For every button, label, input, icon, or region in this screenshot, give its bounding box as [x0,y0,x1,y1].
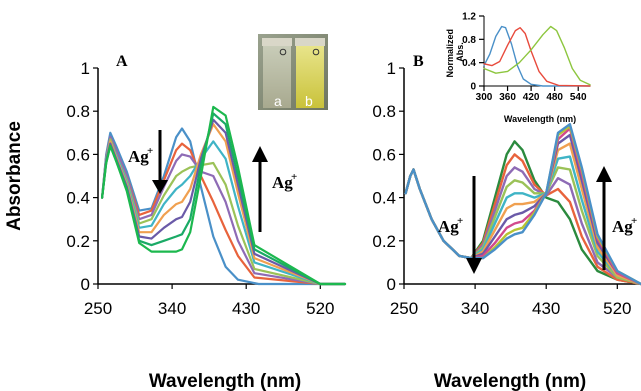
panelB-y-tick-label: 0.2 [372,232,396,251]
panelA-y-tick-label: 0.6 [66,145,90,164]
panel-a-down-arrow-head [152,180,168,194]
cuvette-a-mark-icon [279,48,287,56]
panelB-x-tick-label: 340 [461,299,489,318]
inset-y-tick-label: 0.4 [462,58,476,69]
panel-a-up-arrow-label: Ag [272,173,293,192]
inset-y-axis-title-line2: Abs. [455,42,465,62]
panelB-x-tick-label: 520 [603,299,631,318]
panel-a-up-arrow-annotation: Ag + [252,146,297,232]
panelA-series-line-3 [101,136,347,286]
panel-b-down-arrow-head [466,258,482,274]
cuvette-b-label: b [305,93,313,109]
cuvette-photo: a b [258,34,328,110]
inset-series-line-3 [483,25,591,86]
inset-x-axis-title: Wavelength (nm) [504,114,576,124]
inset-y-axis-title: Normalized Abs. [445,26,465,77]
panelA-x-tick-label: 520 [306,299,334,318]
cuvette-a-cap [262,38,292,46]
y-axis-title: Absorbance [4,121,25,231]
inset-x-tick-label: 300 [476,92,493,103]
panelA-x-tick-label: 340 [158,299,186,318]
inset-series-line-1 [483,25,591,87]
panelB-x-tick-label: 250 [390,299,418,318]
panelA-y-tick-label: 0.2 [66,232,90,251]
panelB-x-tick-label: 430 [532,299,560,318]
panel-b-label: B [413,53,424,70]
panel-a-down-arrow-annotation: Ag + [128,130,168,194]
panel-b: 0 0.2 0.4 0.6 0.8 1 250 340 430 520 B Wavelength… [372,12,641,391]
panelB-y-tick-label: 0.4 [372,189,396,208]
inset-x-tick-label: 420 [523,92,540,103]
panelB-series-line-10 [404,123,641,286]
inset-x-tick-label: 480 [546,92,563,103]
panel-b-up-arrow-sup: + [631,215,637,227]
panel-a-x-axis-title: Wavelength (nm) [149,371,301,391]
cuvette-b-mark-icon [312,48,320,56]
inset-y-tick-label: 0 [470,82,476,93]
panel-a-down-arrow-sup: + [147,145,153,157]
inset-series-line-2 [483,27,591,87]
panel-a-up-arrow-head [252,146,268,162]
panel-b-x-axis-title: Wavelength (nm) [434,371,586,391]
panelB-y-tick-label: 0.6 [372,145,396,164]
panel-b-up-arrow-head [596,166,612,182]
panel-b-down-arrow-label: Ag [438,217,459,236]
inset-x-tick-label: 540 [570,92,587,103]
cuvette-a-label: a [274,93,282,109]
panelB-y-tick-label: 0 [387,275,396,294]
panel-a: 0 0.2 0.4 0.6 0.8 1 250 340 430 520 A Absorbance… [4,34,347,391]
panel-b-up-arrow-annotation: Ag + [596,166,637,270]
cuvette-a [263,46,291,108]
panelA-y-tick-label: 0.8 [66,102,90,121]
inset-chart: 0 0.4 0.8 1.2 300 360 420 480 540 Normalized Ab… [445,12,591,124]
panelB-y-tick-label: 0.8 [372,102,396,121]
panel-b-down-arrow-sup: + [457,215,463,227]
inset-y-tick-label: 1.2 [462,12,476,23]
panel-a-up-arrow-sup: + [291,171,297,183]
panelA-y-tick-label: 1 [81,59,90,78]
panel-a-label: A [116,53,128,70]
cuvette-b [296,46,324,108]
panel-a-down-arrow-label: Ag [128,147,149,166]
panelB-y-tick-label: 1 [387,59,396,78]
panel-b-up-arrow-label: Ag [612,217,633,236]
panelA-y-tick-label: 0.4 [66,189,90,208]
inset-y-tick-label: 0.8 [462,35,476,46]
inset-y-axis-title-line1: Normalized [445,29,455,78]
panelA-series-line-1 [101,127,347,286]
panelA-series-line-9 [101,105,347,286]
panelA-y-tick-label: 0 [81,275,90,294]
panel-b-down-arrow-annotation: Ag + [438,176,482,274]
panelA-x-tick-label: 430 [232,299,260,318]
inset-x-tick-label: 360 [499,92,516,103]
panelA-x-tick-label: 250 [84,299,112,318]
cuvette-b-cap [295,38,325,46]
